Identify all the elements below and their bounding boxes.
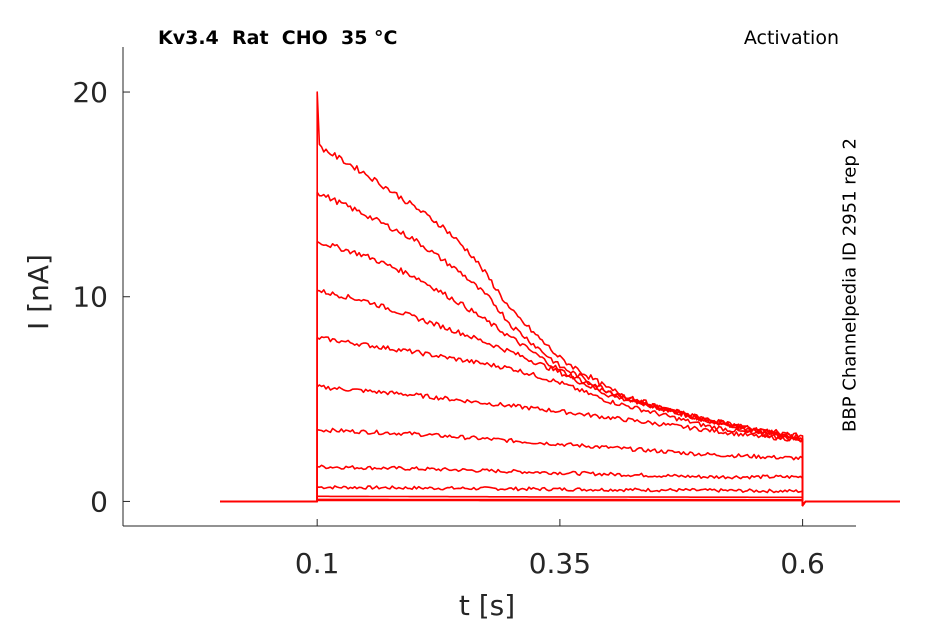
x-axis-label: t [s] — [459, 589, 515, 622]
current-traces — [220, 91, 900, 507]
x-tick-label: 0.35 — [529, 547, 591, 580]
current-trace-7 — [220, 384, 900, 507]
current-trace-4 — [220, 485, 900, 507]
x-tick-label: 0.1 — [295, 547, 340, 580]
x-tick-label: 0.6 — [780, 547, 825, 580]
axis-ticks: 0.1 0.35 0.6 0 10 20 — [72, 76, 825, 580]
y-tick-label: 20 — [72, 76, 108, 109]
current-trace-11 — [220, 191, 900, 507]
current-trace-1 — [220, 499, 900, 507]
current-trace-12 — [220, 91, 900, 507]
y-axis-label: I [nA] — [22, 254, 55, 330]
chart-title-protocol: Activation — [743, 27, 839, 49]
current-trace-5 — [220, 464, 900, 507]
y-tick-label: 10 — [72, 281, 108, 314]
chart-axes — [122, 47, 856, 527]
current-trace-2 — [220, 498, 900, 507]
chart-title-channel: Kv3.4 Rat CHO 35 °C — [158, 27, 398, 49]
y-tick-label: 0 — [90, 485, 108, 518]
recording-id-label: BBP Channelpedia ID 2951 rep 2 — [839, 138, 861, 432]
current-trace-8 — [220, 336, 900, 507]
current-trace-3 — [220, 495, 900, 507]
current-trace-6 — [220, 427, 900, 507]
